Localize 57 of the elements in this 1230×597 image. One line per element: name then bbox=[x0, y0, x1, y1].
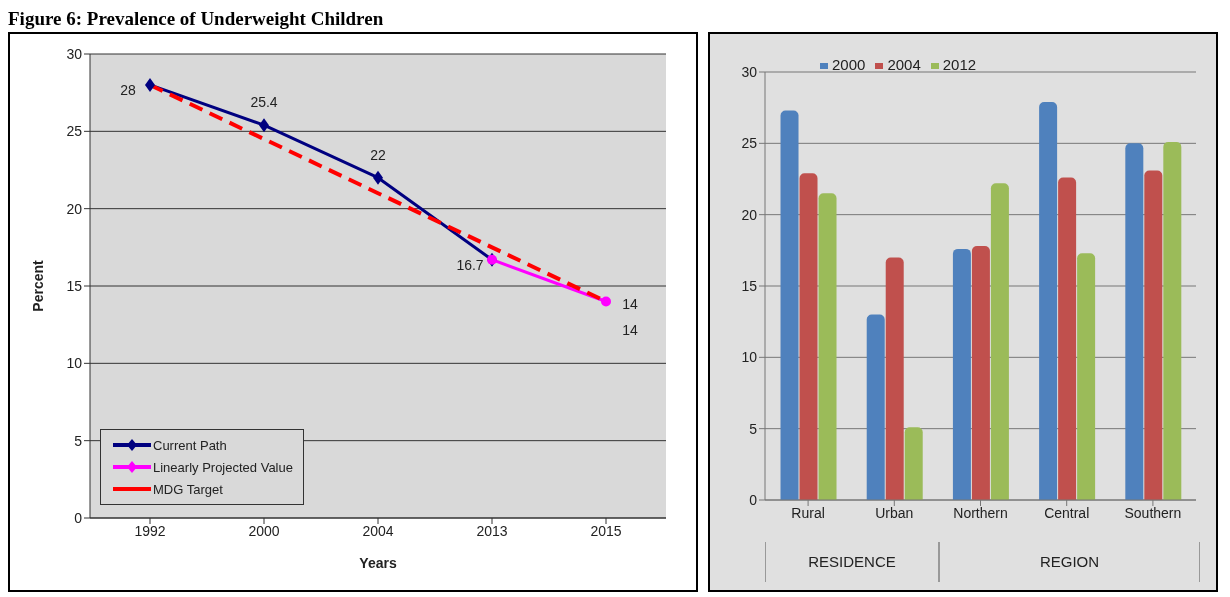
y-axis-title: Percent bbox=[29, 259, 46, 312]
bar bbox=[885, 257, 904, 500]
x-tick-label: Rural bbox=[791, 504, 825, 521]
y-tick-label: 30 bbox=[66, 45, 83, 62]
y-tick-label: 0 bbox=[74, 509, 83, 526]
bar bbox=[799, 173, 818, 500]
y-tick-label: 10 bbox=[66, 355, 83, 372]
bar bbox=[780, 110, 799, 500]
bar bbox=[866, 314, 885, 500]
x-tick-label: 2015 bbox=[590, 522, 622, 539]
data-label: 25.4 bbox=[250, 94, 278, 111]
chart-title: Figure 6: Prevalence of Underweight Children bbox=[8, 8, 385, 31]
text: REGION bbox=[939, 542, 1200, 582]
x-tick-label: Central bbox=[1044, 504, 1090, 521]
x-tick-label: Northern bbox=[953, 504, 1008, 521]
legend-label: Linearly Projected Value bbox=[153, 459, 293, 475]
y-tick-label: 20 bbox=[66, 200, 83, 217]
x-tick-label: 2013 bbox=[476, 522, 508, 539]
data-label: 16.7 bbox=[456, 256, 484, 273]
data-label: 22 bbox=[370, 146, 386, 163]
data-label: 14 bbox=[622, 296, 638, 313]
x-axis-title: Years bbox=[359, 555, 397, 571]
x-tick-label: 1992 bbox=[134, 522, 166, 539]
data-label: 28 bbox=[120, 81, 136, 98]
y-tick-label: 5 bbox=[749, 420, 758, 437]
y-tick-label: 30 bbox=[741, 63, 758, 80]
bar bbox=[1039, 101, 1058, 500]
y-tick-label: 10 bbox=[741, 349, 758, 366]
y-tick-label: 20 bbox=[741, 206, 758, 223]
y-tick-label: 15 bbox=[741, 277, 758, 294]
bar bbox=[1077, 253, 1096, 500]
legend-label: 2004 bbox=[887, 56, 921, 73]
legend-label: Current Path bbox=[153, 437, 227, 453]
bar bbox=[1058, 177, 1077, 500]
bar bbox=[990, 183, 1009, 500]
data-label: 14 bbox=[622, 322, 638, 339]
bar bbox=[904, 427, 923, 500]
legend-label: MDG Target bbox=[153, 481, 223, 497]
y-tick-label: 15 bbox=[66, 277, 83, 294]
bar bbox=[818, 193, 837, 500]
legend-label: 2012 bbox=[942, 56, 977, 73]
x-tick-label: Urban bbox=[875, 504, 914, 521]
x-tick-label: 2004 bbox=[362, 522, 394, 539]
bar bbox=[1125, 143, 1144, 500]
legend-label: 2000 bbox=[832, 56, 866, 73]
x-tick-label: Southern bbox=[1124, 504, 1182, 521]
y-tick-label: 0 bbox=[749, 491, 758, 508]
bar bbox=[971, 246, 990, 500]
y-tick-label: 25 bbox=[66, 123, 83, 140]
y-tick-label: 25 bbox=[741, 135, 758, 152]
bar bbox=[1144, 170, 1163, 500]
bar bbox=[952, 248, 971, 500]
y-tick-label: 5 bbox=[74, 432, 83, 449]
point bbox=[601, 296, 611, 307]
text: RESIDENCE bbox=[765, 542, 939, 582]
bar bbox=[1163, 141, 1182, 500]
x-tick-label: 2000 bbox=[248, 522, 280, 539]
